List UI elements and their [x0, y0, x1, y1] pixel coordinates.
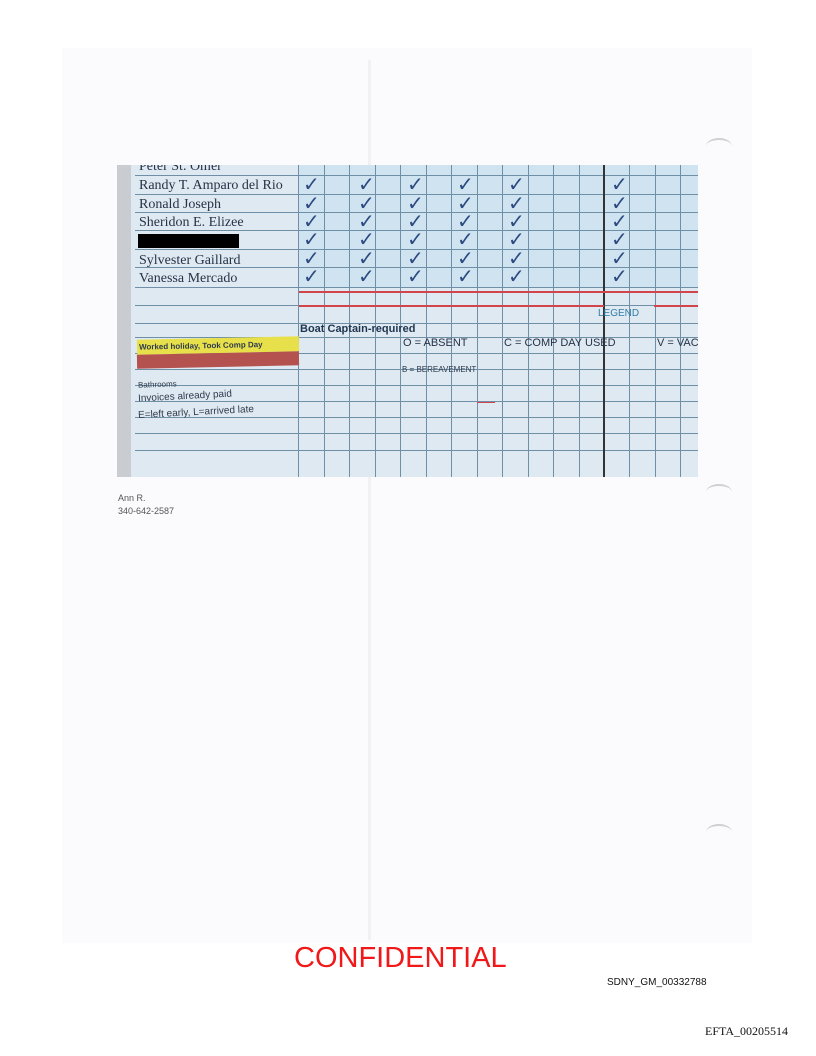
- redaction-bar: [138, 234, 239, 248]
- checkmark-icon: ✓: [303, 246, 320, 270]
- checkmark-icon: ✓: [508, 246, 525, 270]
- checkmark-icon: ✓: [407, 264, 424, 288]
- checkmark-icon: ✓: [611, 172, 628, 196]
- checkmark-icon: ✓: [303, 227, 320, 251]
- checkmark-icon: ✓: [457, 227, 474, 251]
- checkmark-icon: ✓: [358, 264, 375, 288]
- checkmark-icon: ✓: [358, 191, 375, 215]
- employee-name: Sylvester Gaillard: [139, 253, 241, 268]
- attendance-sheet-photo: Peter St. Omer Randy T. Amparo del Rio R…: [117, 165, 698, 477]
- legend-bereavement: B = BEREAVEMENT: [402, 365, 477, 374]
- binder-hole-icon: [706, 484, 732, 500]
- legend-title: LEGEND: [598, 308, 640, 319]
- bates-number: SDNY_GM_00332788: [607, 977, 707, 988]
- checkmark-icon: ✓: [611, 246, 628, 270]
- checkmark-icon: ✓: [457, 172, 474, 196]
- checkmark-icon: ✓: [611, 264, 628, 288]
- legend-absent: O = ABSENT: [403, 337, 468, 349]
- grid-area: [299, 165, 698, 287]
- red-mark: [477, 402, 495, 403]
- checkmark-icon: ✓: [611, 191, 628, 215]
- contact-name: Ann R.: [118, 493, 146, 503]
- key-label: E=left early, L=arrived late: [137, 403, 255, 422]
- checkmark-icon: ✓: [457, 209, 474, 233]
- checkmark-icon: ✓: [407, 246, 424, 270]
- checkmark-icon: ✓: [611, 209, 628, 233]
- photo-edge: [117, 165, 131, 477]
- checkmark-icon: ✓: [611, 227, 628, 251]
- checkmark-icon: ✓: [358, 172, 375, 196]
- checkmark-icon: ✓: [508, 227, 525, 251]
- page-fold: [368, 60, 371, 940]
- checkmark-icon: ✓: [457, 191, 474, 215]
- binder-hole-icon: [706, 138, 732, 154]
- efta-number: EFTA_00205514: [705, 1024, 789, 1038]
- key-label: Bathrooms: [137, 379, 177, 390]
- key-label: Invoices already paid: [137, 388, 233, 405]
- red-line: [299, 305, 604, 307]
- checkmark-icon: ✓: [303, 264, 320, 288]
- contact-phone: 340-642-2587: [118, 506, 175, 516]
- employee-name: Ronald Joseph: [139, 197, 222, 212]
- confidential-stamp: CONFIDENTIAL: [294, 942, 507, 974]
- employee-name: Peter St. Omer: [139, 165, 222, 174]
- binder-hole-icon: [706, 824, 732, 840]
- checkmark-icon: ✓: [407, 172, 424, 196]
- checkmark-icon: ✓: [508, 191, 525, 215]
- checkmark-icon: ✓: [358, 246, 375, 270]
- employee-name: Randy T. Amparo del Rio: [139, 178, 283, 193]
- checkmark-icon: ✓: [508, 172, 525, 196]
- red-line: [299, 291, 698, 293]
- employee-name: Sheridon E. Elizee: [139, 215, 244, 230]
- checkmark-icon: ✓: [457, 264, 474, 288]
- red-key: [136, 351, 300, 369]
- checkmark-icon: ✓: [303, 191, 320, 215]
- key-label: Worked holiday, Took Comp Day: [138, 340, 263, 352]
- checkmark-icon: ✓: [407, 227, 424, 251]
- checkmark-icon: ✓: [358, 227, 375, 251]
- checkmark-icon: ✓: [407, 209, 424, 233]
- checkmark-icon: ✓: [508, 209, 525, 233]
- checkmark-icon: ✓: [303, 209, 320, 233]
- section-header: Boat Captain-required: [300, 323, 416, 335]
- checkmark-icon: ✓: [457, 246, 474, 270]
- legend-vacation: V = VAC: [657, 337, 698, 349]
- checkmark-icon: ✓: [358, 209, 375, 233]
- red-line: [654, 305, 698, 307]
- employee-name: Vanessa Mercado: [139, 271, 238, 286]
- checkmark-icon: ✓: [508, 264, 525, 288]
- legend-comp-day: C = COMP DAY USED: [504, 337, 616, 349]
- checkmark-icon: ✓: [407, 191, 424, 215]
- checkmark-icon: ✓: [303, 172, 320, 196]
